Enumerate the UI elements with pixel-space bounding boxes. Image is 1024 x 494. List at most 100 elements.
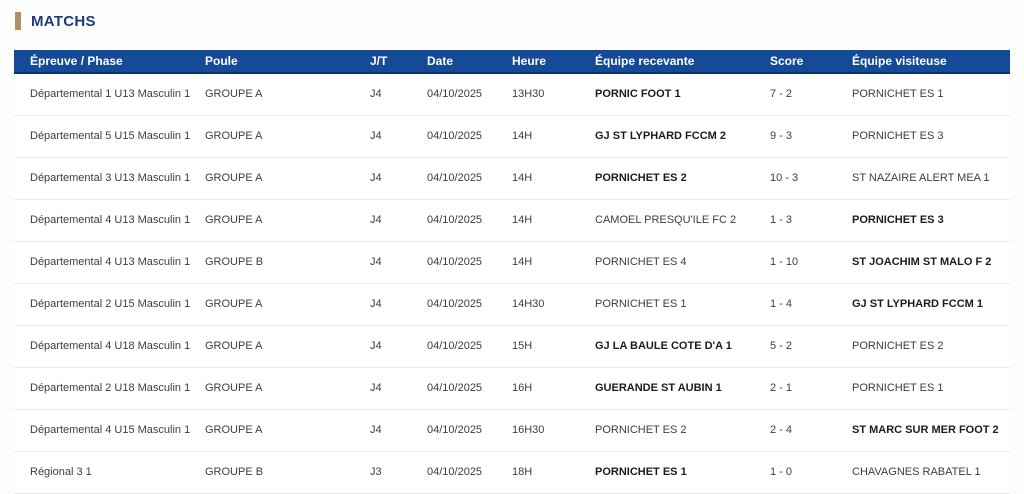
cell-date: 04/10/2025 [427,115,512,158]
column-header-score: Score [770,50,852,74]
cell-epreuve: Départemental 4 U13 Masculin 1 [14,199,205,242]
cell-epreuve: Départemental 4 U18 Masculin 1 [14,325,205,368]
column-header-epreuve: Épreuve / Phase [14,50,205,74]
cell-score: 10 - 3 [770,157,852,200]
match-row[interactable]: Départemental 3 U13 Masculin 1 GROUPE A … [14,157,1010,200]
cell-poule: GROUPE A [205,115,370,158]
cell-away-team: PORNICHET ES 2 [852,325,1010,368]
cell-date: 04/10/2025 [427,451,512,494]
cell-jt: J3 [370,451,427,494]
cell-jt: J4 [370,73,427,116]
cell-home-team: CAMOEL PRESQU'ILE FC 2 [595,199,770,242]
column-header-heure: Heure [512,50,595,74]
section-title: MATCHS [31,12,96,30]
cell-jt: J4 [370,325,427,368]
cell-date: 04/10/2025 [427,325,512,368]
cell-epreuve: Départemental 1 U13 Masculin 1 [14,73,205,116]
cell-score: 7 - 2 [770,73,852,116]
cell-heure: 14H [512,241,595,284]
cell-away-team: ST NAZAIRE ALERT MEA 1 [852,157,1010,200]
cell-heure: 14H30 [512,283,595,326]
match-row[interactable]: Départemental 5 U15 Masculin 1 GROUPE A … [14,115,1010,158]
cell-date: 04/10/2025 [427,367,512,410]
cell-home-team: GUERANDE ST AUBIN 1 [595,367,770,410]
cell-epreuve: Départemental 3 U13 Masculin 1 [14,157,205,200]
cell-score: 1 - 10 [770,241,852,284]
accent-bar-icon [15,12,21,30]
cell-heure: 14H [512,115,595,158]
cell-home-team: PORNICHET ES 2 [595,409,770,452]
cell-epreuve: Départemental 2 U15 Masculin 1 [14,283,205,326]
cell-heure: 15H [512,325,595,368]
table-header: Épreuve / Phase Poule J/T Date Heure Équ… [14,50,1010,74]
cell-jt: J4 [370,367,427,410]
matches-tbody: Départemental 1 U13 Masculin 1 GROUPE A … [14,73,1010,494]
header-row: Épreuve / Phase Poule J/T Date Heure Équ… [14,50,1010,74]
cell-heure: 18H [512,451,595,494]
matches-table: Épreuve / Phase Poule J/T Date Heure Équ… [14,50,1010,494]
cell-away-team: CHAVAGNES RABATEL 1 [852,451,1010,494]
cell-poule: GROUPE B [205,451,370,494]
cell-score: 5 - 2 [770,325,852,368]
cell-away-team: PORNICHET ES 3 [852,199,1010,242]
cell-poule: GROUPE A [205,73,370,116]
cell-poule: GROUPE B [205,241,370,284]
cell-poule: GROUPE A [205,409,370,452]
cell-date: 04/10/2025 [427,409,512,452]
cell-away-team: PORNICHET ES 3 [852,115,1010,158]
cell-score: 1 - 4 [770,283,852,326]
match-row[interactable]: Départemental 4 U18 Masculin 1 GROUPE A … [14,325,1010,368]
cell-score: 1 - 3 [770,199,852,242]
cell-date: 04/10/2025 [427,241,512,284]
cell-date: 04/10/2025 [427,157,512,200]
match-row[interactable]: Départemental 4 U13 Masculin 1 GROUPE B … [14,241,1010,284]
cell-score: 1 - 0 [770,451,852,494]
column-header-date: Date [427,50,512,74]
match-row[interactable]: Départemental 2 U18 Masculin 1 GROUPE A … [14,367,1010,410]
cell-away-team: PORNICHET ES 1 [852,367,1010,410]
cell-jt: J4 [370,241,427,284]
cell-home-team: GJ LA BAULE COTE D'A 1 [595,325,770,368]
column-header-poule: Poule [205,50,370,74]
cell-poule: GROUPE A [205,199,370,242]
cell-epreuve: Régional 3 1 [14,451,205,494]
cell-date: 04/10/2025 [427,199,512,242]
cell-away-team: ST MARC SUR MER FOOT 2 [852,409,1010,452]
cell-score: 2 - 4 [770,409,852,452]
column-header-home-team: Équipe recevante [595,50,770,74]
cell-heure: 14H [512,157,595,200]
match-row[interactable]: Départemental 4 U13 Masculin 1 GROUPE A … [14,199,1010,242]
cell-home-team: PORNICHET ES 1 [595,283,770,326]
cell-jt: J4 [370,409,427,452]
cell-poule: GROUPE A [205,283,370,326]
cell-heure: 14H [512,199,595,242]
cell-jt: J4 [370,283,427,326]
column-header-jt: J/T [370,50,427,74]
cell-home-team: PORNIC FOOT 1 [595,73,770,116]
cell-away-team: GJ ST LYPHARD FCCM 1 [852,283,1010,326]
cell-jt: J4 [370,115,427,158]
cell-home-team: PORNICHET ES 4 [595,241,770,284]
cell-home-team: PORNICHET ES 1 [595,451,770,494]
cell-poule: GROUPE A [205,157,370,200]
cell-epreuve: Départemental 2 U18 Masculin 1 [14,367,205,410]
cell-away-team: PORNICHET ES 1 [852,73,1010,116]
cell-heure: 16H [512,367,595,410]
cell-poule: GROUPE A [205,325,370,368]
cell-date: 04/10/2025 [427,283,512,326]
cell-epreuve: Départemental 4 U15 Masculin 1 [14,409,205,452]
column-header-away-team: Équipe visiteuse [852,50,1010,74]
cell-epreuve: Départemental 4 U13 Masculin 1 [14,241,205,284]
cell-date: 04/10/2025 [427,73,512,116]
cell-home-team: PORNICHET ES 2 [595,157,770,200]
match-row[interactable]: Départemental 2 U15 Masculin 1 GROUPE A … [14,283,1010,326]
cell-score: 2 - 1 [770,367,852,410]
match-row[interactable]: Régional 3 1 GROUPE B J3 04/10/2025 18H … [14,451,1010,494]
match-row[interactable]: Départemental 1 U13 Masculin 1 GROUPE A … [14,73,1010,116]
match-row[interactable]: Départemental 4 U15 Masculin 1 GROUPE A … [14,409,1010,452]
cell-jt: J4 [370,199,427,242]
cell-jt: J4 [370,157,427,200]
cell-home-team: GJ ST LYPHARD FCCM 2 [595,115,770,158]
cell-away-team: ST JOACHIM ST MALO F 2 [852,241,1010,284]
